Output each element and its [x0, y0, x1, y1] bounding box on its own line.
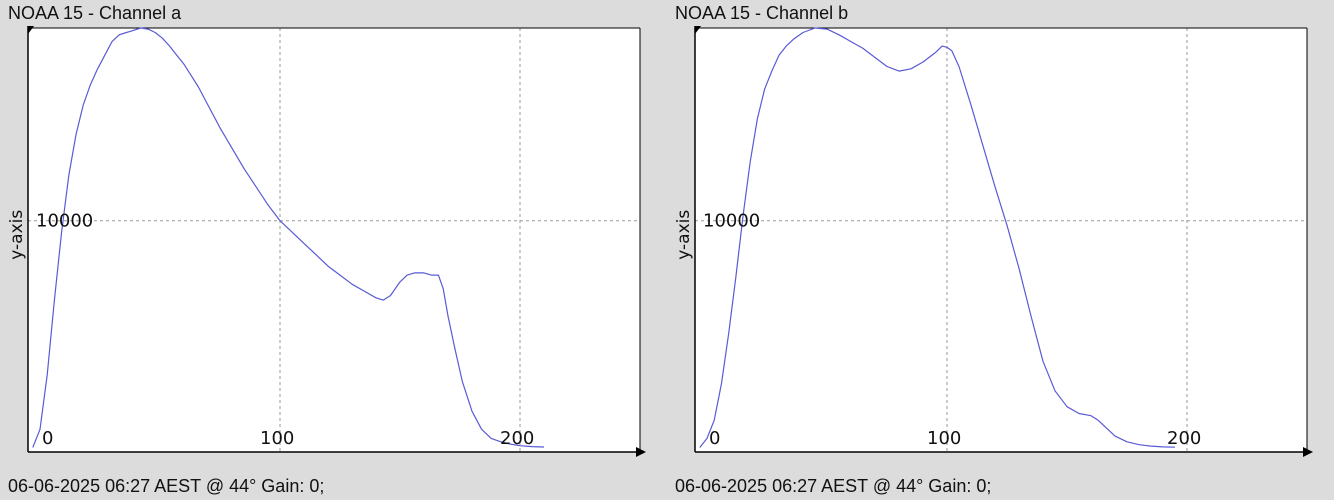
y-axis-label: y-axis [7, 210, 27, 260]
chart-panel-b: NOAA 15 - Channel b 0 100 200 10000 y-axis 0… [667, 0, 1334, 500]
chart-canvas: 0 100 200 10000 y-axis [7, 26, 646, 457]
x-tick-label: 0 [42, 428, 53, 449]
x-axis-arrow-icon [636, 447, 646, 457]
chart-footer: 06-06-2025 06:27 AEST @ 44° Gain: 0; [675, 476, 992, 496]
x-axis-arrow-icon [1303, 447, 1313, 457]
y-axis-label: y-axis [674, 210, 694, 260]
y-axis-arrow-icon [695, 26, 701, 34]
y-axis-arrow-icon [28, 26, 34, 34]
x-tick-label: 200 [1167, 428, 1201, 449]
plot-area [695, 28, 1307, 452]
chart-canvas: 0 100 200 10000 y-axis [674, 26, 1313, 457]
chart-title: NOAA 15 - Channel a [8, 3, 182, 23]
x-tick-label: 100 [260, 428, 294, 449]
chart-title: NOAA 15 - Channel b [675, 3, 849, 23]
y-tick-label: 10000 [703, 211, 760, 232]
chart-footer: 06-06-2025 06:27 AEST @ 44° Gain: 0; [8, 476, 325, 496]
chart-panel-a: NOAA 15 - Channel a 0 100 200 10000 y-axis 0… [7, 3, 646, 496]
x-tick-label: 100 [927, 428, 961, 449]
series-line [32, 27, 545, 448]
y-tick-label: 10000 [36, 211, 93, 232]
plot-area [28, 28, 640, 452]
series-line [699, 27, 1176, 448]
x-tick-label: 0 [709, 428, 720, 449]
x-tick-label: 200 [500, 428, 534, 449]
